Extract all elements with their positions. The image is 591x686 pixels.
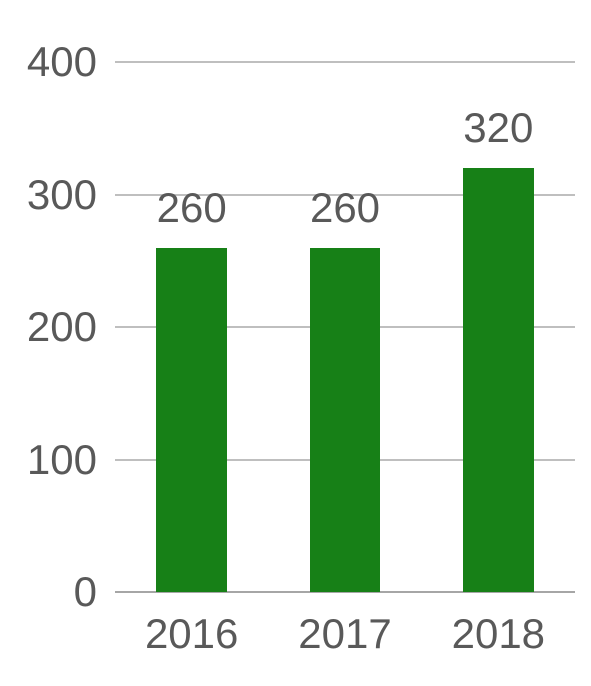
bar <box>310 248 381 593</box>
bar-value-label: 260 <box>157 184 227 232</box>
plot-area: 0100200300400260201626020173202018 <box>115 62 575 592</box>
x-tick-label: 2016 <box>145 592 238 658</box>
y-tick-label: 0 <box>74 568 115 616</box>
x-tick-label: 2017 <box>298 592 391 658</box>
y-tick-label: 400 <box>27 38 115 86</box>
bar <box>156 248 227 593</box>
y-tick-label: 200 <box>27 303 115 351</box>
y-tick-label: 300 <box>27 171 115 219</box>
bar-value-label: 320 <box>463 104 533 152</box>
y-tick-label: 100 <box>27 436 115 484</box>
bar-chart: 0 100 200 300 400 260 2016 260 2017 320 2018 <box>0 0 591 686</box>
grid-line <box>115 61 575 63</box>
bar-value-label: 260 <box>310 184 380 232</box>
bar <box>463 168 534 592</box>
x-tick-label: 2018 <box>452 592 545 658</box>
